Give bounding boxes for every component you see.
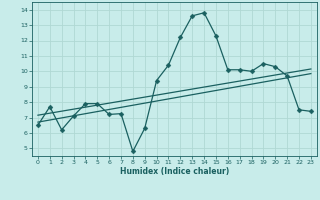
X-axis label: Humidex (Indice chaleur): Humidex (Indice chaleur) (120, 167, 229, 176)
